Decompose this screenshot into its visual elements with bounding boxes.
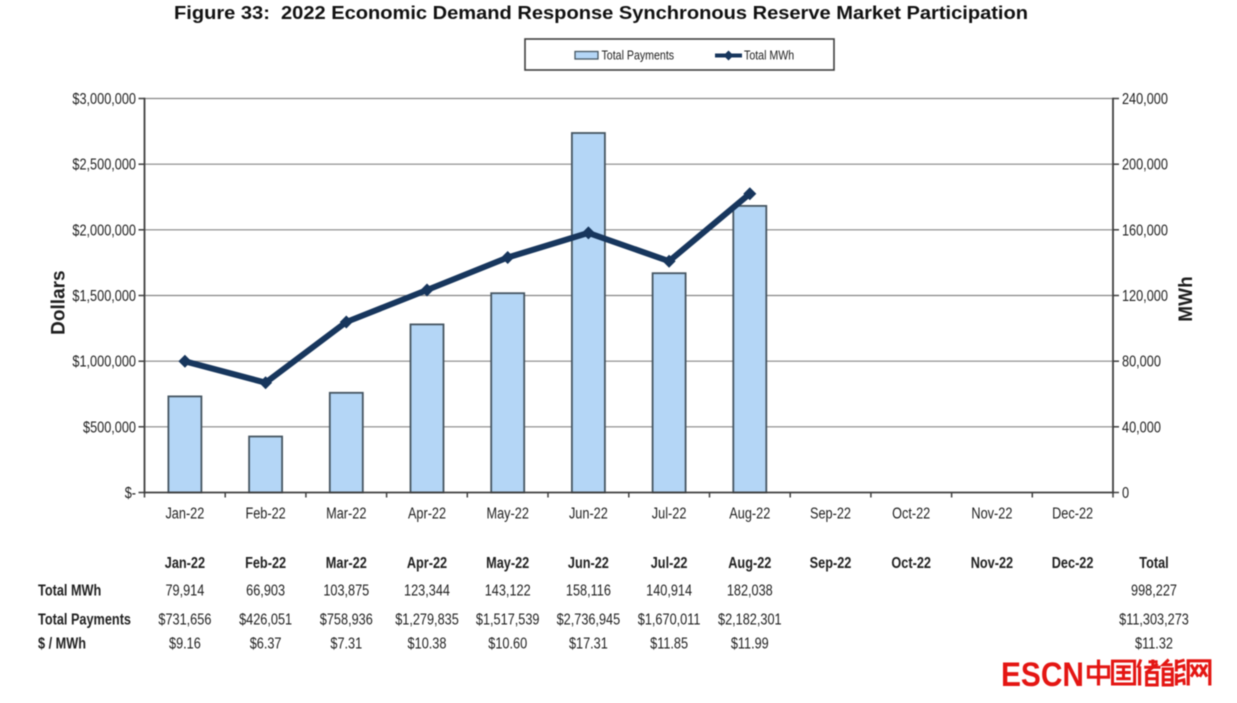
svg-text:Apr-22: Apr-22 xyxy=(408,506,446,523)
svg-text:$2,500,000: $2,500,000 xyxy=(72,157,136,174)
svg-text:123,344: 123,344 xyxy=(404,583,450,600)
svg-text:$17.31: $17.31 xyxy=(569,636,608,653)
svg-text:Sep-22: Sep-22 xyxy=(810,555,852,572)
svg-text:143,122: 143,122 xyxy=(485,583,531,600)
svg-text:$ / MWh: $ / MWh xyxy=(38,636,86,653)
svg-text:ESCN: ESCN xyxy=(1001,656,1084,694)
svg-text:$500,000: $500,000 xyxy=(83,419,136,436)
svg-text:Figure 33: 2022 Economic Dema: Figure 33: 2022 Economic Demand Response… xyxy=(174,3,1028,23)
svg-text:Nov-22: Nov-22 xyxy=(971,555,1013,572)
svg-text:Total MWh: Total MWh xyxy=(38,583,101,600)
svg-text:$758,936: $758,936 xyxy=(320,612,373,629)
svg-text:Oct-22: Oct-22 xyxy=(891,555,931,572)
svg-text:Jul-22: Jul-22 xyxy=(651,555,688,572)
svg-text:$11.99: $11.99 xyxy=(731,636,769,653)
svg-text:Total MWh: Total MWh xyxy=(744,49,794,63)
svg-text:$1,670,011: $1,670,011 xyxy=(638,612,701,629)
svg-text:$2,000,000: $2,000,000 xyxy=(72,222,136,239)
svg-text:$6.37: $6.37 xyxy=(250,636,282,653)
svg-text:80,000: 80,000 xyxy=(1122,354,1161,371)
svg-text:Oct-22: Oct-22 xyxy=(892,506,930,523)
svg-text:Total Payments: Total Payments xyxy=(602,49,675,63)
svg-text:MWh: MWh xyxy=(1176,276,1197,321)
svg-text:$9.16: $9.16 xyxy=(169,636,201,653)
svg-text:$10.60: $10.60 xyxy=(488,636,527,653)
svg-text:Jul-22: Jul-22 xyxy=(652,506,687,523)
svg-text:Aug-22: Aug-22 xyxy=(728,555,771,572)
svg-text:$3,000,000: $3,000,000 xyxy=(72,91,136,108)
svg-text:160,000: 160,000 xyxy=(1122,222,1168,239)
svg-text:$7.31: $7.31 xyxy=(330,636,362,653)
svg-text:79,914: 79,914 xyxy=(165,583,204,600)
svg-text:Jun-22: Jun-22 xyxy=(569,506,608,523)
svg-text:$11.32: $11.32 xyxy=(1135,636,1173,653)
svg-text:158,116: 158,116 xyxy=(566,583,611,600)
svg-text:998,227: 998,227 xyxy=(1131,583,1177,600)
svg-text:$2,736,945: $2,736,945 xyxy=(557,612,621,629)
svg-text:40,000: 40,000 xyxy=(1122,419,1161,436)
svg-text:Jun-22: Jun-22 xyxy=(568,555,609,572)
svg-text:103,875: 103,875 xyxy=(323,583,369,600)
svg-text:$2,182,301: $2,182,301 xyxy=(718,612,782,629)
svg-text:$731,656: $731,656 xyxy=(158,612,211,629)
svg-text:Jan-22: Jan-22 xyxy=(165,555,205,572)
svg-text:$11,303,273: $11,303,273 xyxy=(1119,612,1189,629)
svg-text:120,000: 120,000 xyxy=(1122,288,1168,305)
svg-text:0: 0 xyxy=(1122,485,1129,502)
svg-text:66,903: 66,903 xyxy=(246,583,285,600)
svg-text:Sep-22: Sep-22 xyxy=(810,506,851,523)
svg-text:May-22: May-22 xyxy=(487,506,529,523)
svg-text:Dollars: Dollars xyxy=(49,270,70,334)
svg-text:140,914: 140,914 xyxy=(646,583,692,600)
svg-text:Total: Total xyxy=(1139,555,1168,572)
svg-text:182,038: 182,038 xyxy=(727,583,773,600)
svg-text:Mar-22: Mar-22 xyxy=(326,555,367,572)
svg-text:$11.85: $11.85 xyxy=(650,636,688,653)
svg-text:Dec-22: Dec-22 xyxy=(1052,506,1093,523)
svg-text:Dec-22: Dec-22 xyxy=(1052,555,1094,572)
svg-text:Nov-22: Nov-22 xyxy=(971,506,1012,523)
svg-text:$1,000,000: $1,000,000 xyxy=(72,354,136,371)
svg-text:$-: $- xyxy=(125,485,136,502)
svg-text:Mar-22: Mar-22 xyxy=(326,506,366,523)
svg-text:$426,051: $426,051 xyxy=(239,612,292,629)
svg-text:$1,517,539: $1,517,539 xyxy=(476,612,540,629)
svg-text:$10.38: $10.38 xyxy=(408,636,447,653)
svg-text:Feb-22: Feb-22 xyxy=(245,506,285,523)
svg-text:Apr-22: Apr-22 xyxy=(407,555,447,572)
svg-text:200,000: 200,000 xyxy=(1122,157,1168,174)
svg-text:Aug-22: Aug-22 xyxy=(729,506,770,523)
svg-text:$1,500,000: $1,500,000 xyxy=(72,288,136,305)
svg-text:240,000: 240,000 xyxy=(1122,91,1168,108)
svg-text:$1,279,835: $1,279,835 xyxy=(395,612,459,629)
svg-text:Feb-22: Feb-22 xyxy=(245,555,286,572)
svg-text:May-22: May-22 xyxy=(486,555,529,572)
svg-text:Jan-22: Jan-22 xyxy=(165,506,204,523)
svg-text:Total Payments: Total Payments xyxy=(38,612,131,629)
